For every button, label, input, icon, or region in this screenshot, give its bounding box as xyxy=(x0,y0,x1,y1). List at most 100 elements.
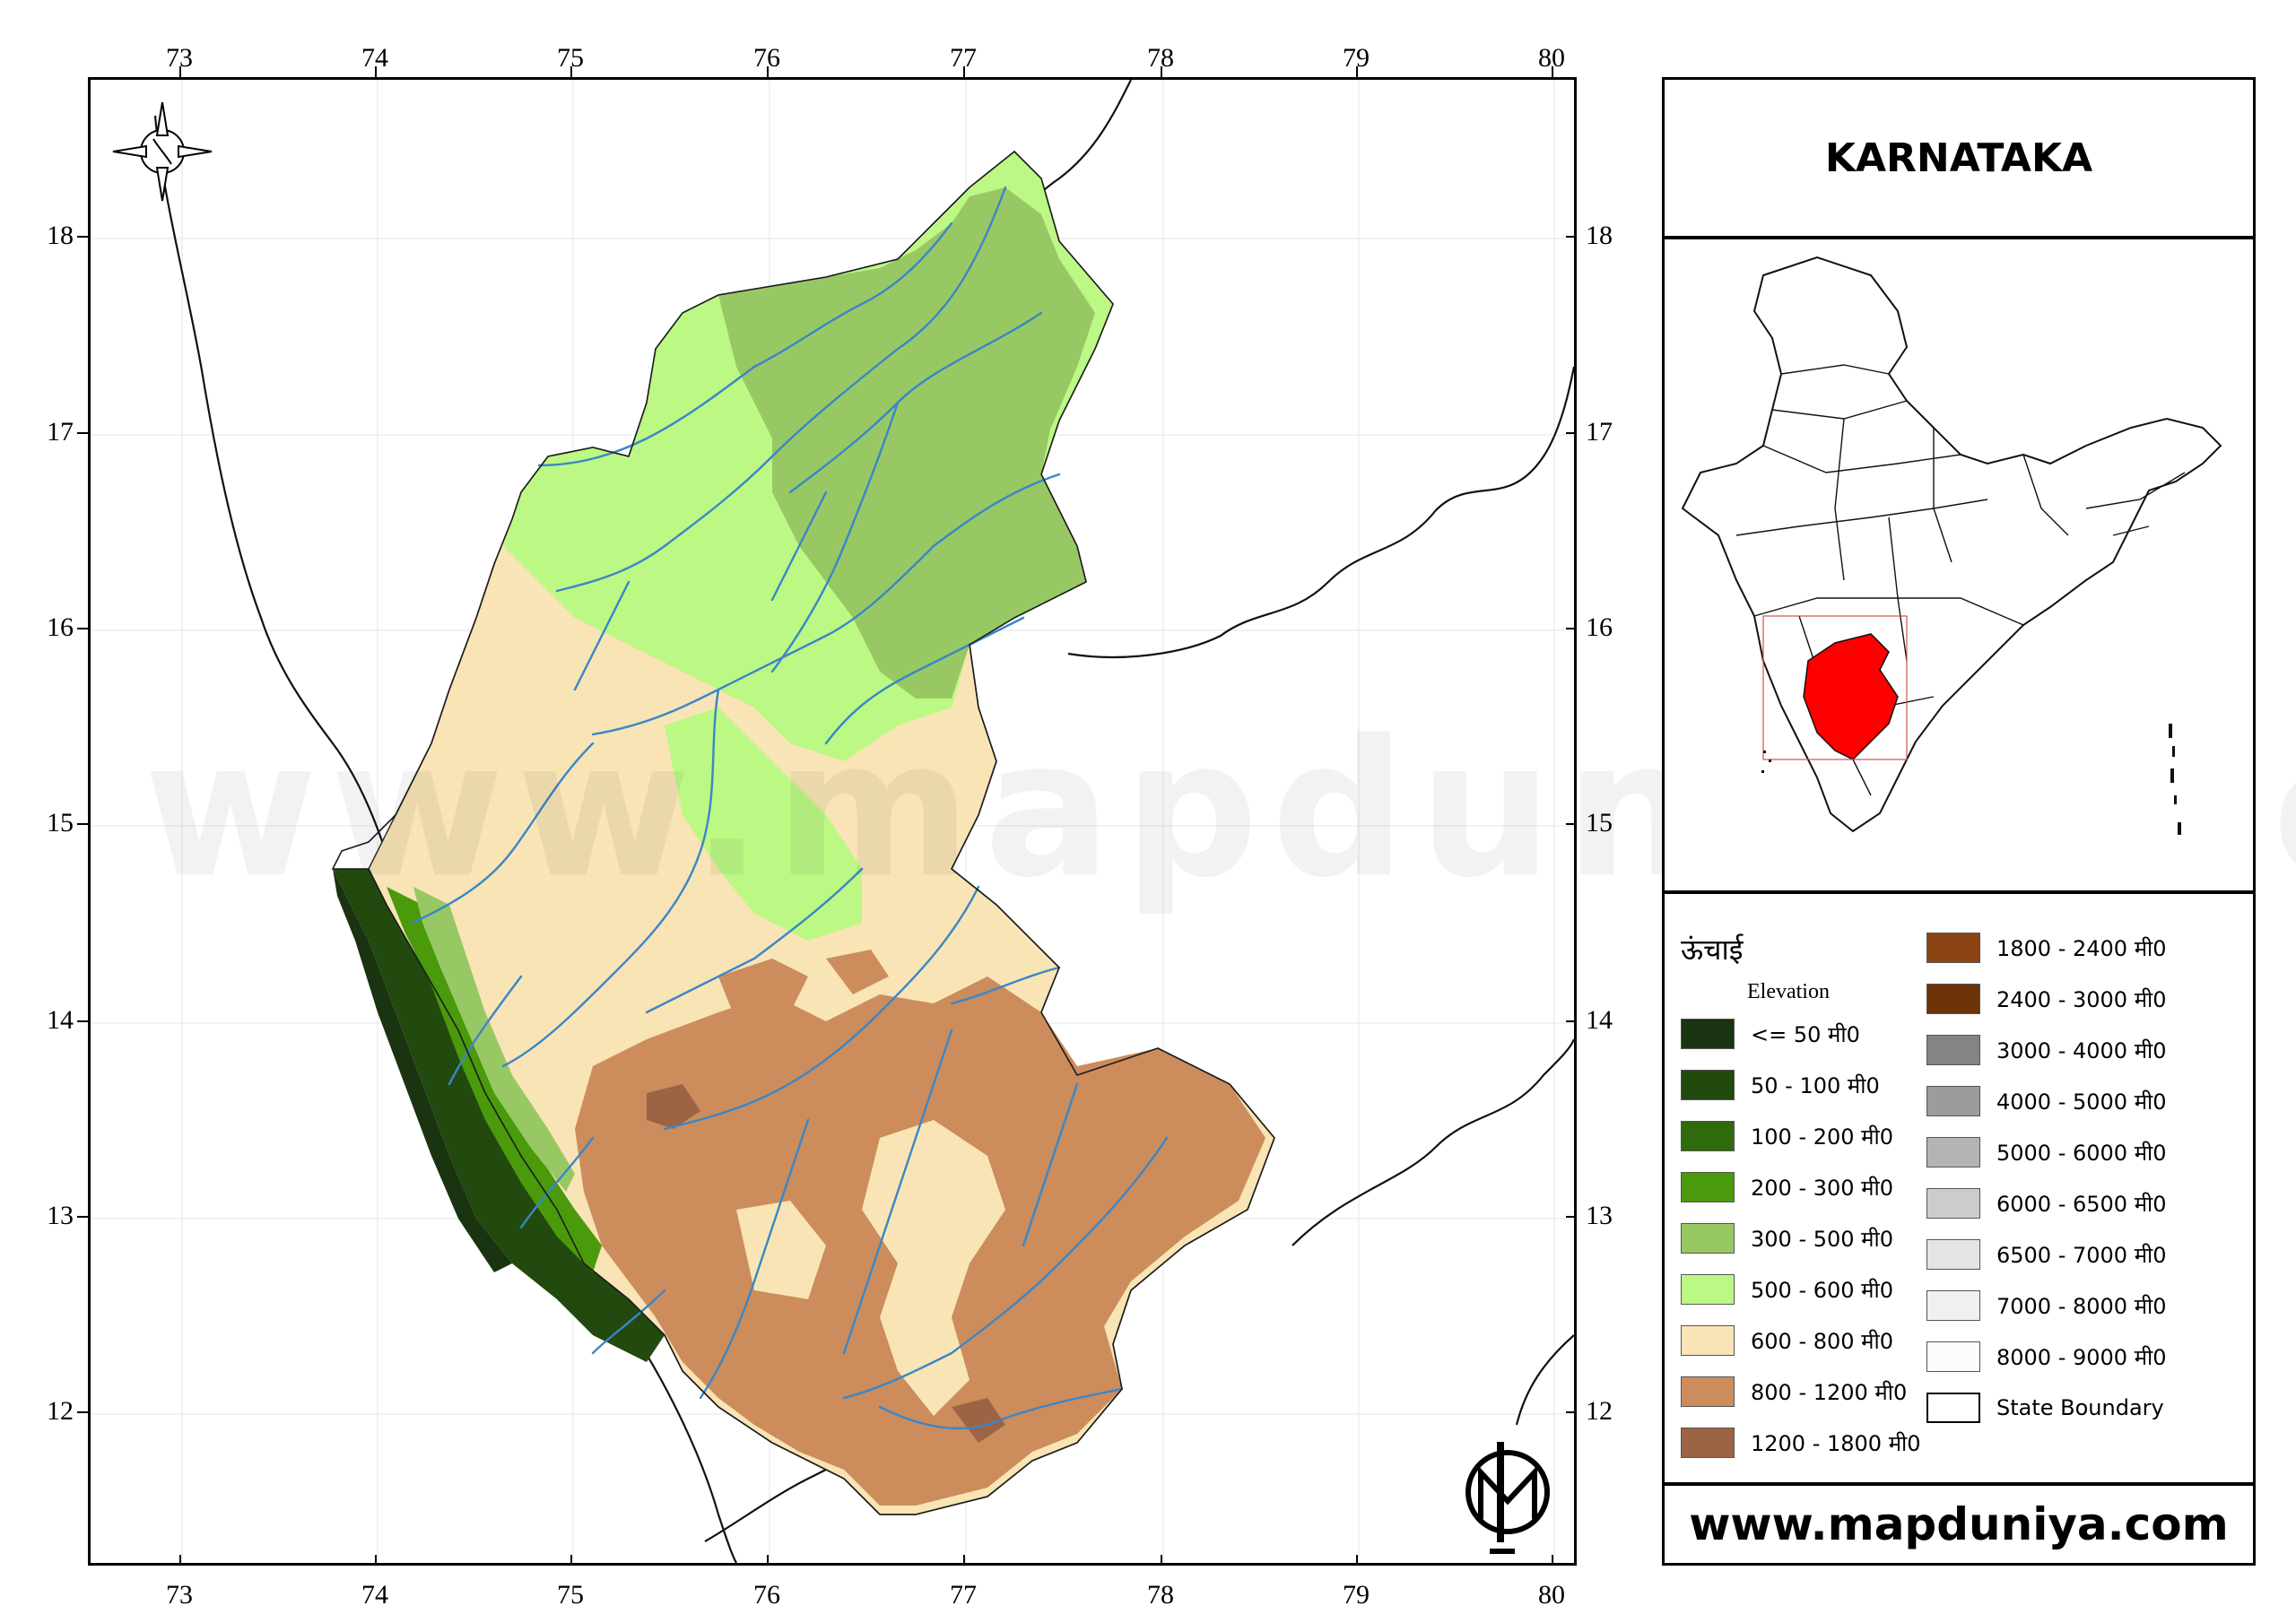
latitude-label-17: 17 xyxy=(47,417,74,447)
elevation-800-1200-b xyxy=(718,959,808,1021)
elevation-1200-1800-b xyxy=(952,1398,1005,1443)
karnataka-outline xyxy=(331,150,1275,1515)
legend-label: 500 - 600 मी0 xyxy=(1751,1277,1894,1303)
tick-mark xyxy=(179,1555,181,1566)
extent-box xyxy=(1762,615,1908,760)
legend-swatch xyxy=(1681,1428,1735,1458)
longitude-label-78: 78 xyxy=(1147,1580,1174,1610)
legend-label: 1200 - 1800 मी0 xyxy=(1751,1430,1921,1456)
latitude-label-18: 18 xyxy=(47,221,74,250)
tick-mark xyxy=(77,1216,88,1218)
tick-mark xyxy=(767,66,769,77)
tick-mark xyxy=(1161,66,1162,77)
legend-heading-hindi: ऊंचाई xyxy=(1681,933,1744,967)
legend-label: 50 - 100 मी0 xyxy=(1751,1072,1880,1098)
side-panel: KARNATAKA xyxy=(1662,77,2256,1566)
legend-swatch xyxy=(1926,1393,1980,1423)
legend-swatch xyxy=(1926,1086,1980,1116)
neighbour-boundaries xyxy=(153,80,1574,1563)
legend-label: 3000 - 4000 मी0 xyxy=(1996,1037,2167,1063)
tick-mark xyxy=(77,1411,88,1413)
tick-mark xyxy=(963,66,965,77)
legend-item: 2400 - 3000 मी0 xyxy=(1926,983,2167,1015)
legend-item: 600 - 800 मी0 xyxy=(1681,1324,1893,1357)
mapduniya-logo xyxy=(1465,1442,1550,1554)
legend-label: 5000 - 6000 मी0 xyxy=(1996,1140,2167,1166)
legend-item: 1800 - 2400 मी0 xyxy=(1926,932,2167,964)
legend-swatch xyxy=(1926,1239,1980,1270)
legend-item: 3000 - 4000 मी0 xyxy=(1926,1034,2167,1066)
tick-mark xyxy=(1552,1555,1553,1566)
latitude-label-right-16: 16 xyxy=(1586,612,1613,642)
legend-swatch xyxy=(1681,1223,1735,1254)
latitude-label-right-12: 12 xyxy=(1586,1396,1613,1426)
ghats-300-500 xyxy=(413,887,575,1192)
tick-mark xyxy=(77,823,88,825)
legend-swatch xyxy=(1681,1070,1735,1100)
map-title: KARNATAKA xyxy=(1665,80,2253,239)
tick-mark xyxy=(77,628,88,629)
latitude-label-right-17: 17 xyxy=(1586,417,1613,447)
elevation-600-800-intrusion-b xyxy=(736,1201,826,1299)
legend-swatch xyxy=(1681,1121,1735,1151)
tick-mark xyxy=(375,66,377,77)
legend-label: 1800 - 2400 मी0 xyxy=(1996,935,2167,961)
legend-item: 6000 - 6500 मी0 xyxy=(1926,1187,2167,1219)
latitude-label-13: 13 xyxy=(47,1201,74,1230)
karnataka-highlight xyxy=(1803,633,1899,760)
tick-mark xyxy=(767,1555,769,1566)
tick-mark xyxy=(1566,1020,1577,1022)
legend-item: 6500 - 7000 मी0 xyxy=(1926,1238,2167,1271)
legend-label: 800 - 1200 मी0 xyxy=(1751,1379,1908,1405)
legend-swatch xyxy=(1681,1172,1735,1202)
longitude-label-73: 73 xyxy=(166,1580,193,1610)
legend-item: 50 - 100 मी0 xyxy=(1681,1069,1880,1101)
legend-label: 6000 - 6500 मी0 xyxy=(1996,1191,2167,1217)
legend-swatch xyxy=(1681,1376,1735,1407)
legend-swatch xyxy=(1926,933,1980,963)
tick-mark xyxy=(570,1555,572,1566)
tick-mark xyxy=(77,236,88,238)
rivers xyxy=(412,186,1169,1430)
legend-item: State Boundary xyxy=(1926,1392,2164,1424)
tick-mark xyxy=(77,432,88,434)
legend-item: 1200 - 1800 मी0 xyxy=(1681,1427,1921,1459)
legend-swatch xyxy=(1681,1274,1735,1305)
tick-mark xyxy=(77,1020,88,1022)
tick-mark xyxy=(1356,1555,1358,1566)
tick-mark xyxy=(1161,1555,1162,1566)
north-arrow-icon xyxy=(112,101,213,202)
legend-label: State Boundary xyxy=(1996,1395,2164,1420)
longitude-label-74: 74 xyxy=(361,1580,388,1610)
latitude-label-right-14: 14 xyxy=(1586,1005,1613,1035)
tick-mark xyxy=(963,1555,965,1566)
legend-item: 7000 - 8000 मी0 xyxy=(1926,1289,2167,1322)
legend-item: 5000 - 6000 मी0 xyxy=(1926,1136,2167,1168)
longitude-label-79: 79 xyxy=(1343,1580,1370,1610)
elevation-800-1200-c xyxy=(826,950,889,994)
tick-mark xyxy=(1566,1411,1577,1413)
legend-swatch xyxy=(1926,984,1980,1014)
legend-swatch xyxy=(1926,1035,1980,1065)
website-url: www.mapduniya.com xyxy=(1689,1498,2229,1550)
tick-mark xyxy=(1356,66,1358,77)
elevation-map xyxy=(91,80,1574,1563)
legend-swatch xyxy=(1926,1137,1980,1167)
legend-item: 500 - 600 मी0 xyxy=(1681,1273,1893,1306)
tick-mark xyxy=(1552,66,1553,77)
legend-swatch xyxy=(1926,1341,1980,1372)
legend-label: 300 - 500 मी0 xyxy=(1751,1226,1894,1252)
legend-swatch xyxy=(1926,1290,1980,1321)
legend-label: <= 50 मी0 xyxy=(1751,1021,1860,1047)
tick-mark xyxy=(1566,236,1577,238)
longitude-label-80: 80 xyxy=(1538,1580,1565,1610)
tick-mark xyxy=(375,1555,377,1566)
tick-mark xyxy=(1566,823,1577,825)
latitude-label-right-13: 13 xyxy=(1586,1201,1613,1230)
legend-swatch xyxy=(1681,1325,1735,1356)
latitude-label-12: 12 xyxy=(47,1396,74,1426)
coastal-strip-dark xyxy=(333,869,665,1362)
tick-mark xyxy=(179,66,181,77)
elevation-300-500-b xyxy=(996,196,1059,313)
legend-item: 300 - 500 मी0 xyxy=(1681,1222,1893,1254)
